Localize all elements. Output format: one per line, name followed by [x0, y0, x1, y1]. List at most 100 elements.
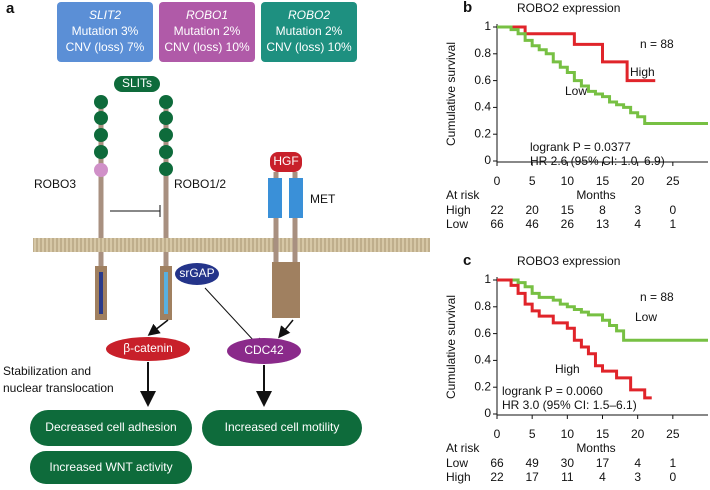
- arrow: [278, 319, 294, 339]
- at-risk-count: 17: [596, 456, 610, 470]
- outcome-text: Decreased cell adhesion: [45, 420, 176, 434]
- annotation: n = 88: [640, 37, 674, 51]
- legend-label: High: [630, 65, 655, 79]
- label: β-catenin: [123, 341, 173, 355]
- cdc42: [227, 338, 301, 364]
- x-axis-label: Months: [576, 188, 615, 202]
- at-risk-count: 1: [669, 217, 676, 231]
- annotation: n = 88: [640, 290, 674, 304]
- arrow: [147, 319, 169, 336]
- at-risk-count: 22: [490, 203, 504, 217]
- at-risk-row: Low: [446, 456, 468, 470]
- at-risk-count: 0: [669, 203, 676, 217]
- met-domain: [268, 178, 282, 218]
- y-tick-label: 0.8: [474, 46, 491, 60]
- annotation: logrank P = 0.0377: [530, 140, 631, 154]
- chart-title: ROBO3 expression: [517, 254, 620, 268]
- at-risk-count: 13: [596, 217, 610, 231]
- at-risk-label: At risk: [446, 441, 480, 455]
- domains: [94, 95, 173, 177]
- at-risk-count: 0: [669, 470, 676, 484]
- mutation: Mutation 2%: [276, 24, 343, 38]
- y-tick-label: 0.6: [474, 326, 491, 340]
- at-risk-count: 46: [525, 217, 539, 231]
- hgf: [270, 152, 302, 172]
- annotation: HR 3.0 (95% CI: 1.5–6.1): [502, 398, 637, 412]
- x-tick-label: 15: [596, 427, 610, 441]
- at-risk-count: 26: [561, 217, 575, 231]
- survival-curve: [497, 25, 656, 83]
- legend-label: Low: [635, 310, 657, 324]
- outcome: [30, 451, 192, 484]
- at-risk-count: 1: [669, 456, 676, 470]
- at-risk-row: Low: [446, 217, 468, 231]
- gene: SLIT2: [89, 8, 121, 22]
- at-risk-count: 66: [490, 456, 504, 470]
- b-catenin: [106, 337, 190, 361]
- survival-curve: [497, 25, 708, 125]
- at-risk-row: High: [446, 203, 471, 217]
- at-risk-count: 8: [599, 203, 606, 217]
- y-tick-label: 0: [484, 153, 491, 167]
- outcome: [202, 410, 362, 446]
- at-risk-count: 4: [599, 470, 606, 484]
- gene: ROBO1: [186, 8, 228, 22]
- x-tick-label: 25: [666, 174, 680, 188]
- y-tick-label: 1: [484, 19, 491, 33]
- at-risk-row: High: [446, 470, 471, 484]
- gene: ROBO2: [288, 8, 330, 22]
- panel-letter: a: [6, 0, 15, 17]
- at-risk-count: 20: [525, 203, 539, 217]
- slits-pill: [114, 76, 160, 92]
- receptor: [99, 272, 103, 314]
- at-risk-count: 4: [634, 456, 641, 470]
- x-tick-label: 0: [494, 427, 501, 441]
- annotation: logrank P = 0.0060: [502, 384, 603, 398]
- at-risk-count: 3: [634, 203, 641, 217]
- label: HGF: [273, 154, 298, 168]
- gene-box: [57, 2, 153, 62]
- y-tick-label: 0.4: [474, 100, 491, 114]
- x-tick-label: 10: [561, 174, 575, 188]
- gene-box: [159, 2, 255, 62]
- x-tick-label: 20: [631, 427, 645, 441]
- at-risk-count: 11: [561, 470, 574, 484]
- y-tick-label: 0.2: [474, 126, 491, 140]
- annotation: HR 2.6 (95% CI: 1.0–6.9): [530, 154, 665, 168]
- at-risk-count: 3: [634, 470, 641, 484]
- survival-curve: [497, 278, 708, 342]
- met-kinase: [272, 262, 300, 318]
- legend-label: Low: [565, 84, 587, 98]
- inhibit: [204, 287, 256, 343]
- outcome-text: Increased cell motility: [225, 420, 340, 434]
- at-risk-count: 22: [490, 470, 504, 484]
- x-tick-label: 25: [666, 427, 680, 441]
- x-tick-label: 5: [529, 174, 536, 188]
- met-domain: [289, 178, 303, 218]
- label: MET: [310, 192, 336, 206]
- at-risk-count: 15: [561, 203, 575, 217]
- at-risk-count: 17: [525, 470, 539, 484]
- mutation: Mutation 2%: [174, 24, 241, 38]
- at-risk-count: 30: [561, 456, 575, 470]
- y-tick-label: 1: [484, 272, 491, 286]
- outcome: [30, 410, 192, 446]
- at-risk-label: At risk: [446, 188, 480, 202]
- y-tick-label: 0.6: [474, 73, 491, 87]
- label: ROBO1/2: [174, 177, 226, 191]
- label: srGAP: [179, 266, 214, 280]
- cnv: CNV (loss) 10%: [164, 40, 250, 54]
- label: Stabilization and: [3, 364, 91, 378]
- label: ROBO3: [34, 177, 76, 191]
- x-tick-label: 20: [631, 174, 645, 188]
- mutation: Mutation 3%: [72, 24, 139, 38]
- x-tick-label: 10: [561, 427, 575, 441]
- panel-letter: c: [463, 252, 471, 269]
- panel-letter: b: [463, 0, 472, 16]
- receptor: [164, 272, 168, 314]
- label: nuclear translocation: [3, 381, 114, 395]
- y-tick-label: 0: [484, 406, 491, 420]
- x-tick-label: 15: [596, 174, 610, 188]
- y-tick-label: 0.4: [474, 353, 491, 367]
